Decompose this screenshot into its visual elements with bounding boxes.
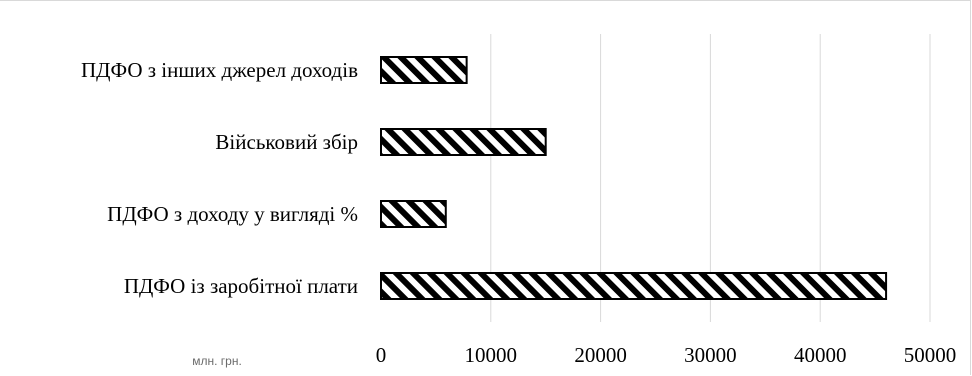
x-axis-tick-labels: 0 10000 20000 30000 40000 50000 — [376, 343, 957, 367]
bar — [380, 128, 547, 156]
category-label: Військовий збір — [215, 130, 358, 154]
x-tick-label: 0 — [376, 343, 387, 367]
bar — [380, 200, 447, 228]
x-tick-label: 30000 — [684, 343, 737, 367]
x-tick-label: 10000 — [465, 343, 518, 367]
bar — [380, 272, 888, 300]
category-labels: ПДФО з інших джерел доходів Військовий зб… — [81, 58, 358, 298]
category-label: ПДФО із заробітної плати — [124, 274, 358, 298]
category-label: ПДФО з доходу у вигляді % — [107, 202, 358, 226]
bars — [380, 56, 888, 300]
bar — [380, 56, 468, 84]
x-tick-label: 20000 — [574, 343, 627, 367]
x-tick-label: 40000 — [794, 343, 847, 367]
unit-label: млн. грн. — [192, 354, 242, 368]
x-tick-label: 50000 — [904, 343, 957, 367]
category-label: ПДФО з інших джерел доходів — [81, 58, 358, 82]
